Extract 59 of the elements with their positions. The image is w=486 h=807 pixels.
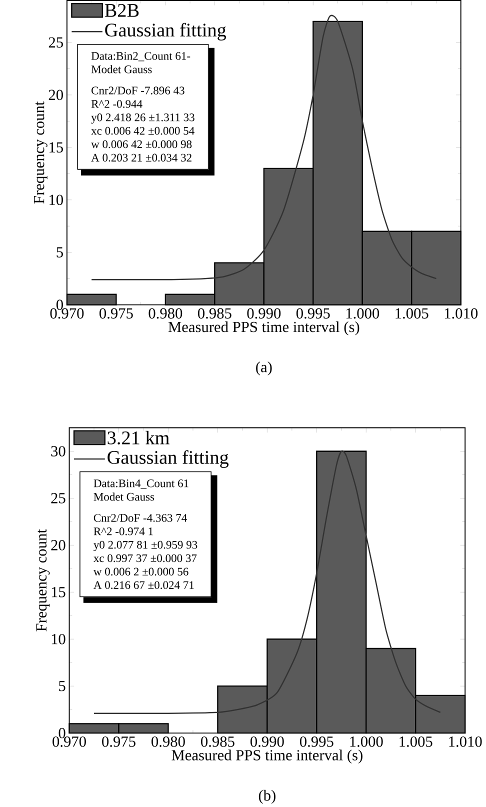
annotation: R^2 -0.974 1 — [94, 527, 154, 536]
annotation: y0 2.077 81 ±0.959 93 — [94, 540, 198, 552]
annotation: xc 0.006 42 ±0.000 54 — [91, 126, 195, 135]
x-tick-label: 1.000 — [350, 736, 384, 747]
x-tick-label: 0.995 — [296, 308, 330, 319]
x-axis-title: Measured PPS time interval (s) — [172, 750, 363, 764]
legend-label: 3.21 km — [108, 430, 170, 444]
x-tick-label: 1.005 — [396, 308, 428, 319]
annotation: xc 0.997 37 ±0.000 37 — [94, 554, 197, 562]
annotation: Data:Bin4_Count 61 — [94, 480, 189, 489]
text: (b) — [259, 790, 276, 804]
legend-label: Gaussian fitting — [105, 22, 226, 40]
x-axis-title: Measured PPS time interval (s) — [168, 321, 360, 336]
legend-label: Gaussian fitting — [108, 450, 229, 468]
x-tick-label: 0.975 — [102, 736, 136, 747]
x-tick-label: 0.995 — [300, 736, 334, 747]
y-axis-title: Frequency count — [36, 529, 50, 632]
annotation: Data:Bin2_Count 61- — [92, 52, 190, 62]
x-tick-label: 0.975 — [100, 308, 134, 319]
annotation: R^2 -0.944 — [92, 100, 143, 108]
x-tick-label: 1.000 — [346, 308, 380, 319]
y-tick-label: 20 — [51, 540, 66, 550]
line-series — [91, 15, 438, 280]
y-tick-label: 5 — [59, 680, 66, 692]
x-tick-label: 0.970 — [50, 308, 84, 319]
x-tick-label: 1.010 — [449, 736, 482, 747]
y-tick-label: 0 — [56, 300, 64, 310]
legend-label: B2B — [105, 4, 139, 17]
y-tick-label: 10 — [50, 194, 64, 206]
y-tick-label: 10 — [52, 634, 66, 644]
x-tick-label: 0.985 — [198, 308, 232, 319]
y-tick-label: 15 — [52, 587, 66, 598]
annotation: A 0.216 67 ±0.024 71 — [94, 581, 194, 590]
x-tick-label: 0.990 — [250, 736, 284, 747]
line-series — [94, 450, 442, 714]
annotation: Modet Gauss — [92, 65, 152, 74]
x-tick-label: 0.980 — [152, 736, 186, 747]
y-tick-label: 0 — [59, 728, 66, 738]
annotation: Modet Gauss — [94, 492, 154, 501]
y-tick-label: 5 — [57, 247, 64, 258]
x-tick-label: 0.970 — [52, 736, 86, 747]
y-tick-label: 20 — [49, 90, 64, 100]
x-tick-label: 0.985 — [201, 736, 235, 747]
text: (a) — [256, 361, 272, 376]
x-tick-label: 1.005 — [400, 736, 432, 747]
annotation: Cnr2/DoF -4.363 74 — [94, 514, 188, 522]
annotation: A 0.203 21 ±0.034 32 — [91, 154, 192, 162]
y-tick-label: 25 — [51, 493, 66, 504]
x-tick-label: 0.980 — [148, 308, 182, 319]
annotation: w 0.006 42 ±0.000 98 — [91, 140, 192, 148]
y-tick-label: 15 — [50, 142, 64, 153]
y-axis-title: Frequency count — [34, 101, 48, 204]
annotation: Cnr2/DoF -7.896 43 — [92, 86, 185, 94]
x-tick-label: 1.010 — [445, 308, 478, 319]
annotation: y0 2.418 26 ±1.311 33 — [91, 113, 195, 124]
y-tick-label: 25 — [49, 37, 64, 48]
y-tick-label: 30 — [51, 446, 66, 456]
x-tick-label: 0.990 — [247, 308, 281, 319]
annotation: w 0.006 2 ±0.000 56 — [94, 568, 189, 576]
